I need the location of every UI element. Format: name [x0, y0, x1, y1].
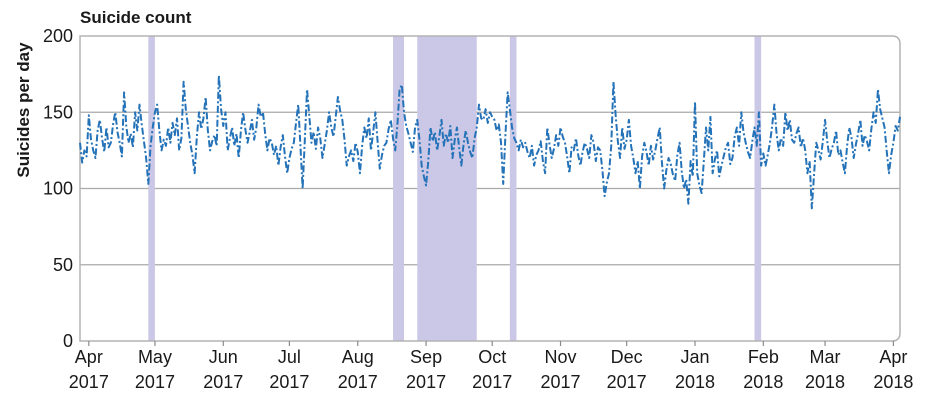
x-tick-year: 2017: [607, 372, 647, 392]
series-line: [79, 74, 901, 210]
x-tick-label: Jul 2017: [269, 347, 309, 392]
shaded-period: [393, 36, 405, 341]
x-tick-month: Aug: [342, 347, 374, 367]
x-tick-label: Oct 2017: [472, 347, 512, 392]
x-tick-month: Sep: [410, 347, 442, 367]
chart-title: Suicide count: [80, 8, 192, 27]
x-tick-month: Apr: [75, 347, 103, 367]
x-tick-label: Sep 2017: [406, 347, 446, 392]
x-tick-month: Mar: [810, 347, 841, 367]
x-tick-month: Jan: [680, 347, 709, 367]
shaded-period: [417, 36, 477, 341]
x-tick-year: 2017: [406, 372, 446, 392]
x-tick-year: 2017: [472, 372, 512, 392]
x-tick-label: Jun 2017: [203, 347, 243, 392]
y-tick-label: 200: [43, 26, 73, 46]
x-tick-year: 2018: [743, 372, 783, 392]
x-tick-label: Apr 2018: [873, 347, 913, 392]
x-tick-year: 2018: [805, 372, 845, 392]
plot-area-border: [79, 35, 901, 342]
y-tick-label: 0: [63, 331, 73, 351]
x-tick-label: Apr 2017: [69, 347, 109, 392]
x-tick-label: Jan 2018: [675, 347, 715, 392]
x-tick-year: 2017: [269, 372, 309, 392]
x-tick-label: Mar 2018: [805, 347, 845, 392]
x-tick-label: Feb 2018: [743, 347, 783, 392]
y-tick-labels: 0 50 100 150 200: [43, 26, 73, 351]
x-tick-labels: Apr 2017 May 2017 Jun 2017 Jul 2017 Aug 2017 Sep 20…: [69, 347, 914, 392]
y-tick-label: 50: [53, 255, 73, 275]
x-tick-label: Aug 2017: [338, 347, 378, 392]
x-tick-year: 2018: [675, 372, 715, 392]
x-tick-label: May 2017: [135, 347, 175, 392]
x-tick-month: Oct: [478, 347, 506, 367]
shaded-period: [148, 36, 155, 341]
x-tick-year: 2017: [69, 372, 109, 392]
x-tick-year: 2017: [541, 372, 581, 392]
x-tick-label: Dec 2017: [607, 347, 647, 392]
x-tick-month: Feb: [748, 347, 779, 367]
x-tick-month: May: [138, 347, 172, 367]
x-tick-year: 2017: [203, 372, 243, 392]
y-tick-label: 100: [43, 179, 73, 199]
shaded-periods: [148, 36, 762, 341]
x-tick-month: Nov: [545, 347, 577, 367]
shaded-period: [754, 36, 762, 341]
x-tick-year: 2018: [873, 372, 913, 392]
x-tick-label: Nov 2017: [541, 347, 581, 392]
y-tick-label: 150: [43, 102, 73, 122]
shaded-period: [509, 36, 517, 341]
x-tick-year: 2017: [338, 372, 378, 392]
y-axis-label: Suicides per day: [14, 42, 33, 178]
gridlines: [80, 111, 900, 266]
x-tick-month: Jun: [209, 347, 238, 367]
x-tick-year: 2017: [135, 372, 175, 392]
x-tick-marks: [88, 341, 894, 346]
x-tick-month: Apr: [879, 347, 907, 367]
x-tick-month: Jul: [278, 347, 301, 367]
x-tick-month: Dec: [611, 347, 643, 367]
